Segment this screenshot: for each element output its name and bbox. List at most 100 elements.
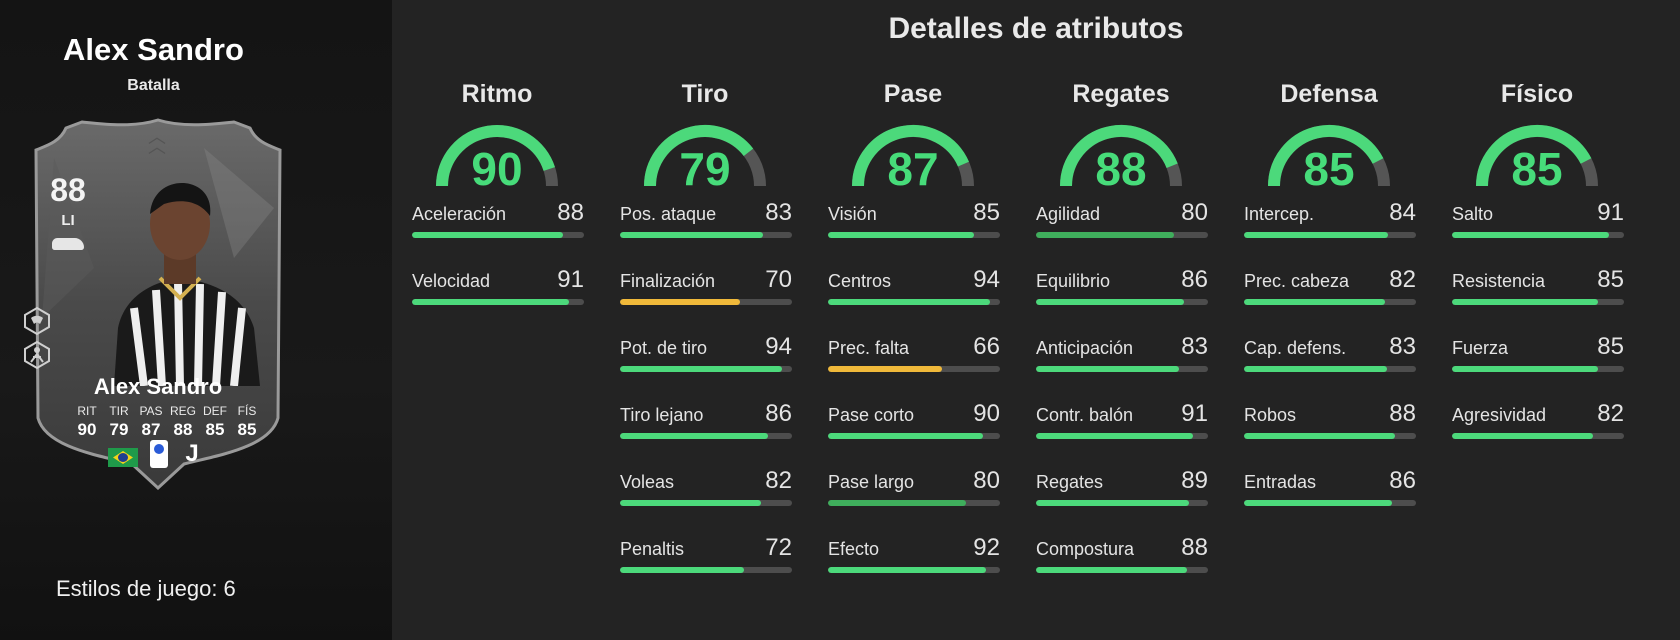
attribute-category-value: 87 [887,143,939,195]
attribute-row[interactable]: Aceleración 88 [404,194,590,261]
attribute-label: Prec. cabeza [1244,271,1350,291]
attribute-row[interactable]: Voleas 82 [612,462,798,529]
attribute-column-ritmo: Ritmo 90 Aceleración 88 Velocidad 91 [404,80,590,328]
attribute-row[interactable]: Entradas 86 [1236,462,1422,529]
gauge-fill [1476,125,1592,187]
card-stat-label: TIR [109,404,129,418]
attribute-value: 85 [973,199,1000,226]
attribute-row[interactable]: Velocidad 91 [404,261,590,328]
attribute-label: Finalización [620,271,716,291]
attribute-row[interactable]: Prec. cabeza 82 [1236,261,1422,328]
attribute-row[interactable]: Fuerza 85 [1444,328,1630,395]
attribute-bar-track [1452,366,1624,372]
attribute-row[interactable]: Intercep. 84 [1236,194,1422,261]
attribute-row[interactable]: Regates 89 [1028,462,1214,529]
attribute-bar-fill [1244,299,1386,305]
attribute-row[interactable]: Finalización 70 [612,261,798,328]
attribute-label: Aceleración [412,204,507,224]
card-stat-label: REG [169,404,196,418]
attribute-bar-track [620,433,792,439]
attribute-row[interactable]: Cap. defens. 83 [1236,328,1422,395]
attribute-bar-fill [1452,366,1599,372]
attribute-bar-track [828,433,1000,439]
attribute-row[interactable]: Contr. balón 91 [1028,395,1214,462]
attribute-label: Pot. de tiro [620,338,708,358]
attribute-label: Centros [828,271,892,291]
attribute-bar-fill [620,433,768,439]
attribute-value: 72 [765,534,792,561]
attribute-row[interactable]: Penaltis 72 [612,529,798,596]
attribute-bar-fill [1244,366,1387,372]
attribute-bar-fill [620,299,741,305]
attribute-bar-track [828,500,1000,506]
attribute-bar-fill [828,433,983,439]
attribute-label: Contr. balón [1036,405,1134,425]
attribute-gauge: 85 [1444,116,1630,195]
gauge-fill [436,125,556,187]
attribute-label: Robos [1244,405,1297,425]
player-card[interactable]: ︿ ︿ 88 LI Alex Sandro RIT 90 TIR 79 PAS 87 REG 8… [34,118,282,490]
attribute-bar-track [1036,299,1208,305]
attribute-value: 91 [1181,400,1208,427]
attribute-row[interactable]: Robos 88 [1236,395,1422,462]
attribute-row[interactable]: Efecto 92 [820,529,1006,596]
player-panel: Alex Sandro Batalla ︿ ︿ 88 LI [0,0,392,640]
attribute-category-name: Pase [883,80,943,108]
attribute-row[interactable]: Pot. de tiro 94 [612,328,798,395]
player-name: Alex Sandro [63,32,244,67]
attribute-bar-track [620,366,792,372]
attribute-bar-track [828,299,1000,305]
attribute-category-value: 85 [1303,143,1355,195]
attribute-value: 94 [765,333,792,360]
attribute-category-name: Regates [1072,80,1170,108]
attribute-value: 88 [1389,400,1416,427]
attribute-bar-track [1244,366,1416,372]
card-position: LI [61,212,75,229]
attribute-value: 83 [1389,333,1416,360]
card-stat-label: PAS [139,404,163,418]
attribute-value: 88 [1181,534,1208,561]
attribute-row[interactable]: Agilidad 80 [1028,194,1214,261]
attribute-row[interactable]: Salto 91 [1444,194,1630,261]
attribute-label: Equilibrio [1036,271,1111,291]
attribute-bar-fill [1036,232,1174,238]
attribute-bar-track [1036,366,1208,372]
attribute-row[interactable]: Agresividad 82 [1444,395,1630,462]
attribute-row[interactable]: Centros 94 [820,261,1006,328]
attribute-row[interactable]: Pos. ataque 83 [612,194,798,261]
attribute-bar-track [1452,433,1624,439]
attribute-bar-track [1452,299,1624,305]
attribute-row[interactable]: Equilibrio 86 [1028,261,1214,328]
attribute-label: Pase corto [828,405,915,425]
attribute-row[interactable]: Pase largo 80 [820,462,1006,529]
attribute-bar-track [828,567,1000,573]
attribute-label: Cap. defens. [1244,338,1347,358]
attribute-row[interactable]: Resistencia 85 [1444,261,1630,328]
attribute-bar-fill [412,299,569,305]
attribute-bar-fill [828,567,987,573]
playstyles-count[interactable]: Estilos de juego: 6 [56,576,236,601]
gauge-fill [852,125,969,187]
chevron-up-icon: ︿ ︿ [148,127,166,157]
attribute-bar-fill [620,366,782,372]
brazil-flag-icon [108,448,138,467]
playstyle-icon[interactable] [22,306,52,336]
attribute-bar-fill [1452,433,1594,439]
attribute-value: 92 [973,534,1000,561]
attribute-bar-fill [828,366,942,372]
attribute-row[interactable]: Anticipación 83 [1028,328,1214,395]
card-stat-value: 87 [141,420,161,439]
playstyle-icon[interactable] [22,340,52,370]
attribute-row[interactable]: Tiro lejano 86 [612,395,798,462]
attribute-row[interactable]: Visión 85 [820,194,1006,261]
attribute-row[interactable]: Compostura 88 [1028,529,1214,596]
attribute-value: 70 [765,266,792,293]
attribute-label: Intercep. [1244,204,1315,224]
attribute-bar-fill [1036,299,1184,305]
attribute-row[interactable]: Pase corto 90 [820,395,1006,462]
attribute-row[interactable]: Prec. falta 66 [820,328,1006,395]
attribute-gauge: 85 [1236,116,1422,195]
attribute-label: Regates [1036,472,1104,492]
attribute-value: 94 [973,266,1000,293]
attribute-bar-fill [828,299,990,305]
